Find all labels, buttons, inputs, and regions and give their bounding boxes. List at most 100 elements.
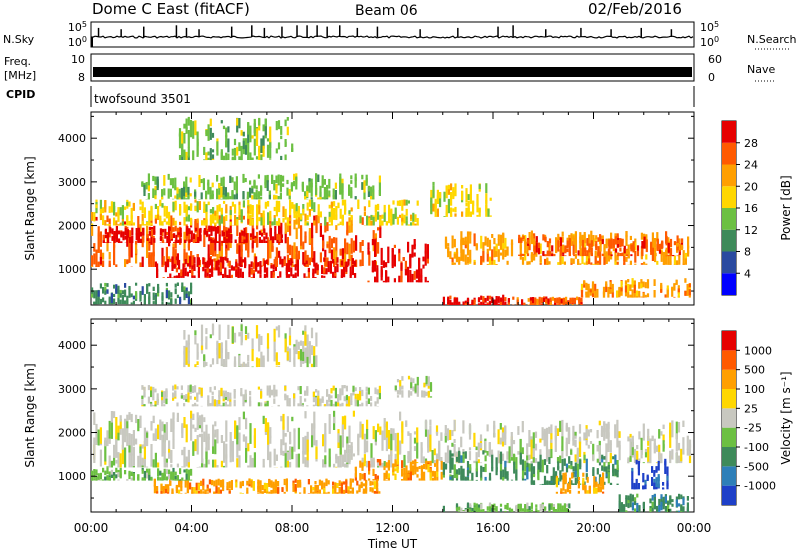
power-cell [234,182,236,191]
power-cell [133,222,135,225]
velocity-cell [587,490,589,494]
power-cell [677,235,679,243]
velocity-cell [575,440,577,448]
power-cell [189,256,191,264]
power-cell [280,136,282,139]
power-cell [256,185,258,189]
power-cell [562,255,564,256]
power-cell [100,257,102,264]
velocity-cell [619,445,621,460]
velocity-cell [373,426,375,439]
power-cell [461,191,463,201]
velocity-cell [186,469,188,472]
power-cell [263,124,265,131]
velocity-cell [361,483,363,488]
velocity-cell [227,355,229,360]
power-cell [302,209,304,216]
velocity-cell [460,466,462,480]
power-cell [362,217,364,225]
velocity-cell [214,421,216,426]
power-cell [674,241,676,245]
power-cell [234,215,236,226]
velocity-cell [177,475,179,481]
power-cell [295,264,297,271]
velocity-cell [570,461,572,465]
power-cell [169,274,171,279]
power-cell [435,200,437,213]
power-cell [270,229,272,233]
velocity-cell [540,455,542,468]
power-cell [197,201,199,212]
power-cell [152,176,154,181]
velocity-cell [161,435,163,457]
power-cell [403,215,405,224]
power-cell [627,284,629,293]
velocity-cell [568,465,570,468]
power-cell [216,175,218,182]
velocity-cell [340,454,342,467]
date-title: 02/Feb/2016 [588,0,682,18]
velocity-cell [403,473,405,480]
velocity-cell [319,490,321,494]
velocity-cell [482,510,484,513]
power-cell [687,289,689,296]
power-cell [638,282,640,289]
velocity-cell [480,466,482,479]
noise-right-tick-0: 105 [700,20,719,34]
velocity-cell [397,461,399,465]
power-cell [584,247,586,256]
velocity-cell [176,386,178,389]
velocity-cell [401,386,403,390]
power-cell [589,243,591,252]
velocity-cell [447,433,449,439]
velocity-cell [658,505,660,512]
velocity-cell [569,478,571,484]
velocity-cell [374,388,376,395]
power-cell [139,262,141,267]
power-cell [366,175,368,183]
power-ytick-label: 3000 [58,176,86,189]
power-cell [340,222,342,225]
velocity-cell [133,435,135,440]
xtick-label: 08:00 [275,521,310,535]
power-cell [115,220,117,225]
power-cell [131,293,133,297]
velocity-cell [669,423,671,438]
power-cell [184,241,186,243]
power-cell [251,277,253,278]
velocity-cell [117,466,119,468]
velocity-cell [662,482,664,486]
power-cell [288,274,290,278]
velocity-cell [341,483,343,487]
power-cell [597,253,599,256]
power-cell [161,296,163,300]
velocity-cell [311,328,313,339]
power-cell [207,261,209,269]
velocity-cell [201,346,203,351]
power-cell [220,199,222,200]
velocity-cell [165,489,167,493]
velocity-cell [352,488,354,494]
velocity-cell [202,485,204,490]
velocity-cell [115,468,117,473]
power-cell [166,238,168,243]
power-cell [146,222,148,226]
velocity-cell [157,463,159,468]
velocity-cell [229,402,231,407]
power-cell [611,254,613,256]
power-cell [252,240,254,243]
power-cell [557,234,559,240]
velocity-cell [669,509,671,512]
velocity-cell [656,511,658,512]
velocity-cell [172,475,174,480]
velocity-cell [419,478,421,480]
power-cell [293,242,295,259]
power-cell [270,265,272,268]
velocity-cell [183,469,185,472]
velocity-cell [410,433,412,448]
power-cell [545,254,547,256]
power-cell [250,233,252,237]
power-cell [367,242,369,249]
velocity-cell [267,401,269,407]
power-cell [512,297,514,300]
